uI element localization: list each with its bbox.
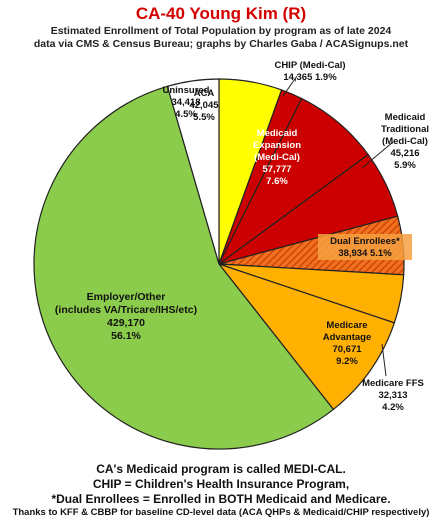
slice-label: Medicaid Traditional (Medi-Cal) 45,216 5.9% [381,112,429,171]
leader-line [282,75,298,97]
slice-label: Medicare Advantage 70,671 9.2% [323,320,372,367]
pie-chart: ACA 42,045 5.5% CHIP (Medi-Cal) 14,365 1.9% M… [33,60,429,450]
footer-line-2: CHIP = Children's Health Insurance Progr… [92,477,350,491]
slice-label: Medicare FFS 32,313 4.2% [362,378,424,413]
slice-labels: ACA 42,045 5.5% CHIP (Medi-Cal) 14,365 1.9% M… [55,60,429,413]
pie-slice-medicare-advantage [217,262,396,411]
subtitle-line-1: Estimated Enrollment of Total Population… [50,25,392,37]
pie-slices [33,78,405,450]
slice-label: Medicaid Expansion (Medi-Cal) 57,777 7.6% [253,128,301,187]
pie-slice-employer-other-includes-va-tricare-ihs-etc [33,85,335,450]
leader-line [381,343,387,377]
subtitle-line-2: data via CMS & Census Bureau; graphs by … [33,38,409,50]
leader-line [361,141,394,169]
footer-line-1: CA's Medicaid program is called MEDI-CAL… [96,462,346,476]
footer-line-3: *Dual Enrollees = Enrolled in BOTH Medic… [51,492,391,506]
slice-label: ACA 42,045 5.5% [189,88,219,123]
slice-label: Employer/Other (includes VA/Tricare/IHS/e… [55,291,197,342]
footer-line-4: Thanks to KFF & CBBP for baseline CD-lev… [12,507,430,518]
slice-label: Dual Enrollees* 38,934 5.1% [330,236,400,259]
slice-label: CHIP (Medi-Cal) 14,365 1.9% [274,60,345,83]
dual-label-backing [318,234,412,260]
leader-lines [282,75,394,377]
slice-label: Uninsured 34,418 4.5% [163,85,210,120]
chart-subtitle: Estimated Enrollment of Total Population… [0,25,442,51]
pie-slice-uninsured [166,78,220,265]
chart-title: CA-40 Young Kim (R) [135,4,307,23]
